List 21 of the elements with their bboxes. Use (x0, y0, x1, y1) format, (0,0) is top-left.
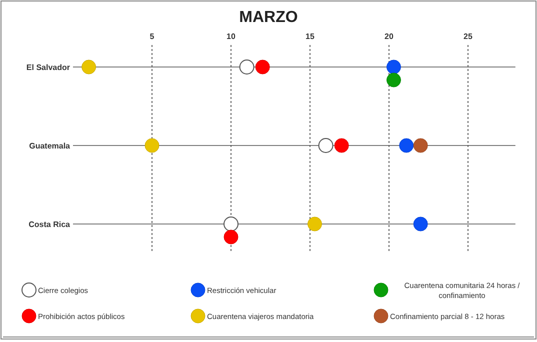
point (334, 138, 349, 153)
y-tick-label: El Salvador (26, 63, 70, 72)
point (318, 138, 334, 153)
y-tick-label: Guatemala (29, 142, 71, 150)
x-tick-label: 15 (306, 32, 315, 41)
point (413, 138, 428, 153)
x-tick-label: 10 (226, 32, 236, 41)
x-tick-label: 25 (464, 32, 473, 41)
point (255, 60, 270, 74)
y-tick-label: Costa Rica (28, 220, 71, 229)
x-tick-label: 20 (384, 32, 394, 41)
point (386, 60, 401, 74)
point (82, 60, 96, 74)
point (239, 60, 254, 74)
point (144, 138, 160, 153)
chart-title: MARZO (239, 9, 298, 26)
point (399, 138, 414, 153)
point (413, 216, 428, 232)
point (224, 216, 238, 232)
x-tick-label: 5 (150, 32, 155, 41)
point (307, 216, 322, 232)
